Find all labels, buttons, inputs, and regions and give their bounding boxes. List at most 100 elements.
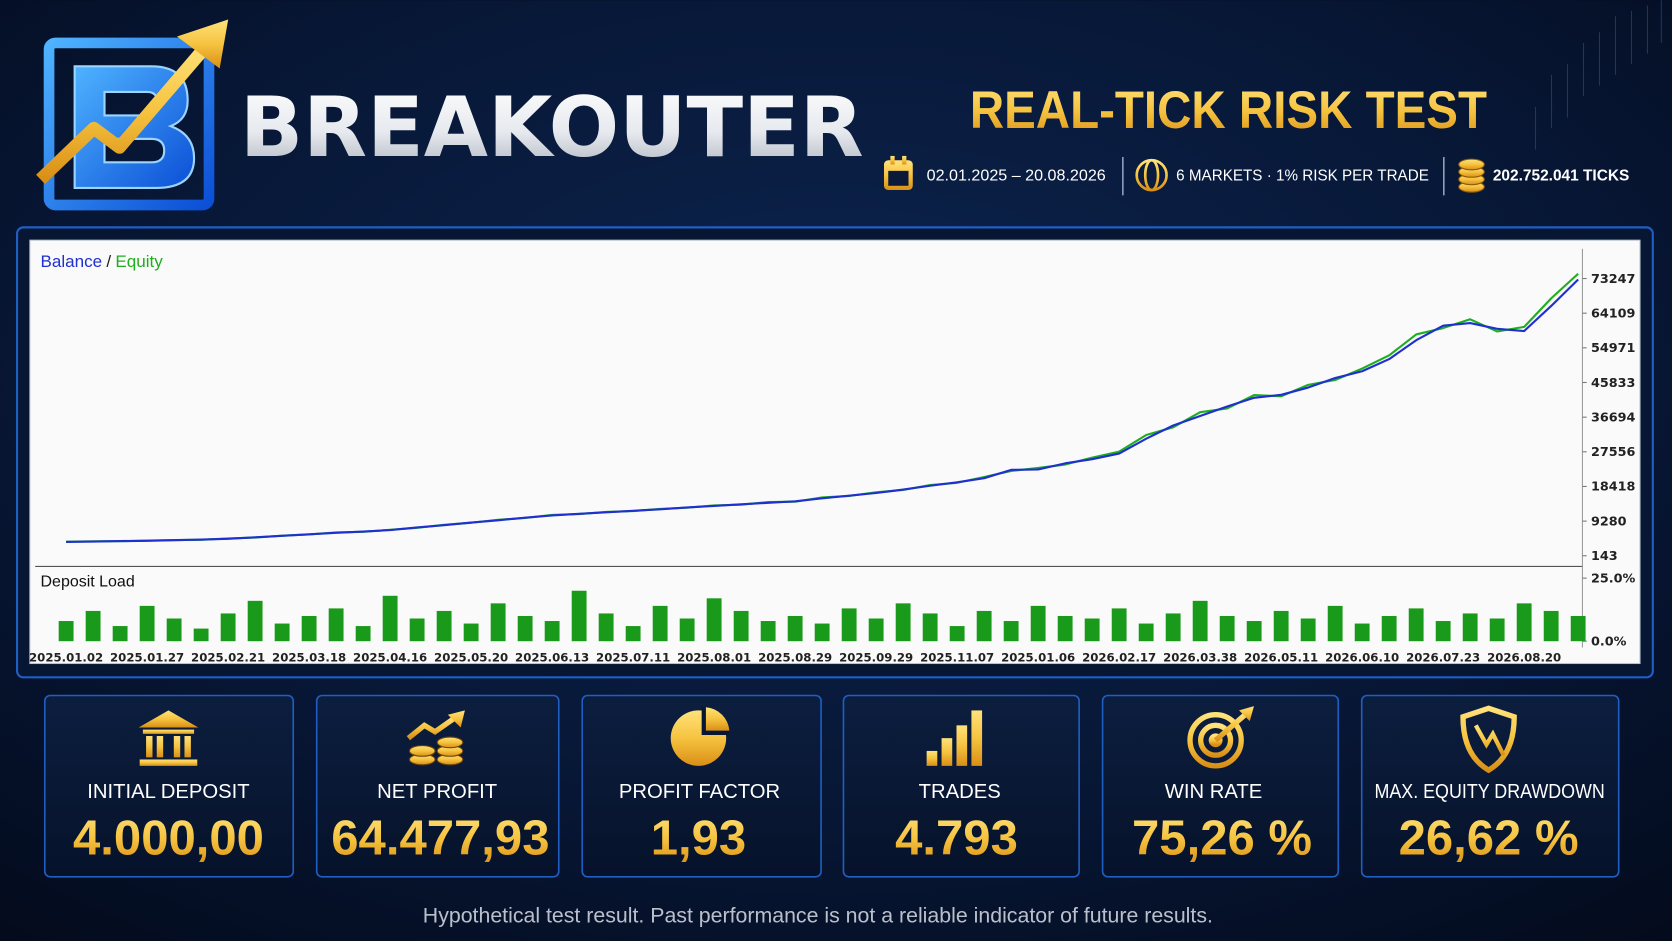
deposit-load-bar	[247, 600, 263, 642]
deposit-load-bar	[1057, 615, 1073, 642]
y-tick-label: 143	[1591, 549, 1618, 564]
stat-value: 4.000,00	[73, 811, 264, 865]
x-tick-label: 2026.05.11	[1244, 650, 1318, 664]
deposit-load-bar	[1273, 610, 1289, 642]
calendar-icon-part	[888, 170, 909, 186]
deposit-load-bar	[1354, 623, 1370, 642]
target-icon	[1187, 706, 1254, 769]
x-tick-label: 2025.07.11	[596, 650, 670, 664]
deposit-load-bar	[490, 603, 506, 642]
deposit-load-bar	[139, 605, 155, 642]
calendar-icon-part	[902, 155, 907, 165]
stat-card	[842, 694, 1080, 878]
bank-icon-part	[138, 710, 199, 728]
date-range: 02.01.2025 – 20.08.2026	[927, 167, 1106, 184]
deposit-load-bar	[1462, 613, 1478, 642]
x-tick-label: 2026.02.17	[1082, 650, 1156, 664]
x-tick-label: 2025.09.29	[839, 650, 913, 664]
calendar-icon	[883, 155, 913, 191]
deposit-load-bar	[625, 626, 641, 642]
deposit-load-bar	[58, 621, 74, 642]
deposit-load-bar	[1570, 615, 1586, 642]
legend-equity: Equity	[115, 252, 163, 271]
x-tick-label: 2025.01.06	[1001, 650, 1075, 664]
stat-value: 1,93	[651, 811, 746, 865]
x-tick-label: 2025.04.16	[353, 650, 427, 664]
pie-icon	[670, 707, 730, 766]
target-icon-part	[1213, 710, 1250, 743]
deposit-load-bar	[733, 610, 749, 642]
x-tick-label: 2026.03.38	[1163, 650, 1237, 664]
stat-card	[581, 694, 822, 878]
y-tick-label: 27556	[1591, 445, 1636, 460]
deposit-load-bar	[976, 610, 992, 642]
deposit-load-bar	[517, 615, 533, 642]
bank-icon-part	[146, 736, 153, 758]
deposit-load-bar	[787, 615, 803, 642]
stat-card	[43, 694, 295, 878]
deposit-load-bar	[382, 595, 398, 642]
deposit-load-bar	[301, 615, 317, 642]
deposit-load-bar	[841, 608, 857, 642]
x-tick-label: 2025.08.01	[677, 650, 751, 664]
deposit-load-bar	[1246, 621, 1262, 642]
disclaimer: Hypothetical test result. Past performan…	[423, 904, 1213, 928]
x-tick-label: 2026.08.20	[1487, 650, 1561, 664]
deposit-load-bar	[1435, 621, 1451, 642]
deposit-load-bar	[1165, 613, 1181, 642]
profit-icon-part-part	[408, 745, 436, 757]
x-tick-label: 2025.01.27	[110, 650, 184, 664]
deposit-load-bar	[571, 590, 587, 642]
y2-tick-label: 0.0%	[1591, 634, 1627, 649]
profit-icon	[406, 710, 465, 766]
x-tick-label: 2025.11.07	[920, 650, 994, 664]
y-tick-label: 9280	[1591, 514, 1627, 529]
deposit-load-bar	[868, 618, 884, 642]
shield-icon	[1460, 705, 1517, 774]
brand-name: BREAKOUTER	[240, 79, 864, 176]
x-tick-label: 2025.03.18	[272, 650, 346, 664]
stat-cards	[43, 694, 1620, 878]
deposit-load-bar	[895, 603, 911, 642]
calendar-icon-part	[890, 155, 895, 165]
chart-area	[29, 239, 1641, 665]
stat-card	[315, 694, 560, 878]
x-tick-label: 2025.08.29	[758, 650, 832, 664]
bars-icon-part	[926, 750, 938, 766]
background-candles	[1534, 0, 1662, 150]
deposit-load-bar	[355, 626, 371, 642]
legend: Balance / Equity	[41, 252, 164, 271]
bank-icon-part	[156, 736, 164, 758]
deposit-load-bar	[760, 621, 776, 642]
series-line	[66, 278, 1579, 544]
stat-label: PROFIT FACTOR	[619, 781, 780, 803]
deposit-load-bar	[1408, 608, 1424, 642]
plot: 143 9280 18418 27556 36694 45833 54971 64109 732…	[29, 272, 1635, 665]
deposit-load-bar	[1084, 618, 1100, 642]
y2-tick-label: 25.0%	[1591, 571, 1636, 586]
bank-icon-part	[184, 736, 191, 758]
deposit-load-bar	[436, 610, 452, 642]
deposit-load-bar	[112, 626, 128, 642]
deposit-load-bar	[1543, 610, 1559, 642]
profit-icon-part	[447, 710, 465, 728]
deposit-load-bar	[1192, 600, 1208, 642]
bank-icon-part	[173, 736, 181, 758]
deposit-load-bar	[1111, 608, 1127, 642]
x-tick-label: 2025.01.02	[29, 650, 103, 664]
shield-icon-part	[1473, 724, 1506, 757]
target-icon-part	[1198, 722, 1234, 758]
deposit-load-bar	[706, 598, 722, 642]
x-tick-label: 2025.02.21	[191, 650, 265, 664]
stat-value: 64.477,93	[331, 811, 549, 865]
bars-icon-part	[956, 725, 968, 766]
deposit-load-bar	[409, 618, 425, 642]
x-tick-label: 2025.06.13	[515, 650, 589, 664]
shield-icon-part	[1460, 705, 1517, 774]
pie-icon-part	[705, 707, 730, 731]
deposit-load-bar	[328, 608, 344, 642]
stat-value: 4.793	[895, 811, 1018, 865]
coins-icon-part	[1458, 158, 1485, 171]
stat-card	[1101, 694, 1340, 878]
